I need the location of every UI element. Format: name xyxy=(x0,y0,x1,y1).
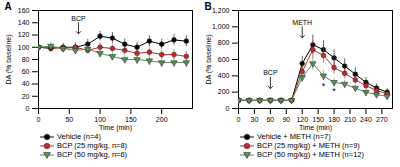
svg-text:200: 200 xyxy=(156,116,168,123)
svg-text:Time (min): Time (min) xyxy=(299,124,332,132)
svg-text:DA (% baseline): DA (% baseline) xyxy=(5,34,13,84)
html-text:BCP (25 mg/kg) + METH (n=9): BCP (25 mg/kg) + METH (n=9) xyxy=(257,141,360,150)
svg-text:1,000: 1,000 xyxy=(212,23,230,30)
svg-text:0: 0 xyxy=(237,116,241,123)
html-text:BCP (50 mg/kg) + METH (n=12): BCP (50 mg/kg) + METH (n=12) xyxy=(257,150,364,159)
svg-text:600: 600 xyxy=(218,56,230,63)
html-text:BCP (25 mg/kg, n=8): BCP (25 mg/kg, n=8) xyxy=(57,141,128,150)
svg-text:150: 150 xyxy=(125,116,137,123)
svg-text:Time (min): Time (min) xyxy=(99,124,132,132)
svg-text:210: 210 xyxy=(344,116,356,123)
svg-text:DA (% baseline): DA (% baseline) xyxy=(205,34,213,84)
svg-text:BCP: BCP xyxy=(263,69,278,76)
svg-text:0: 0 xyxy=(26,105,30,112)
svg-text:100: 100 xyxy=(18,43,30,50)
svg-text:120: 120 xyxy=(18,31,30,38)
svg-text:140: 140 xyxy=(18,19,30,26)
svg-text:20: 20 xyxy=(22,92,30,99)
svg-text:240: 240 xyxy=(360,116,372,123)
svg-text:METH: METH xyxy=(292,19,312,26)
svg-text:50: 50 xyxy=(65,116,73,123)
svg-text:160: 160 xyxy=(18,7,30,14)
svg-text:B: B xyxy=(205,1,212,12)
svg-text:A: A xyxy=(5,1,12,12)
svg-text:90: 90 xyxy=(282,116,290,123)
svg-text:800: 800 xyxy=(218,39,230,46)
svg-text:0: 0 xyxy=(37,116,41,123)
html-text:BCP (50 mg/kg, n=6): BCP (50 mg/kg, n=6) xyxy=(57,150,128,159)
svg-text:30: 30 xyxy=(251,116,259,123)
svg-text:40: 40 xyxy=(22,80,30,87)
html-text:Vehicle + METH (n=7): Vehicle + METH (n=7) xyxy=(257,132,331,141)
svg-text:100: 100 xyxy=(94,116,106,123)
html-text:Vehicle (n=4): Vehicle (n=4) xyxy=(57,132,101,141)
svg-text:1,200: 1,200 xyxy=(212,7,230,14)
svg-text:400: 400 xyxy=(218,72,230,79)
svg-text:60: 60 xyxy=(266,116,274,123)
svg-text:200: 200 xyxy=(218,88,230,95)
svg-text:60: 60 xyxy=(22,68,30,75)
svg-text:120: 120 xyxy=(296,116,308,123)
svg-text:150: 150 xyxy=(312,116,324,123)
svg-text:*: * xyxy=(332,86,336,96)
svg-text:BCP: BCP xyxy=(71,15,86,22)
svg-text:270: 270 xyxy=(376,116,388,123)
svg-text:*: * xyxy=(322,81,326,91)
svg-text:80: 80 xyxy=(22,56,30,63)
svg-text:0: 0 xyxy=(226,105,230,112)
svg-text:180: 180 xyxy=(328,116,340,123)
